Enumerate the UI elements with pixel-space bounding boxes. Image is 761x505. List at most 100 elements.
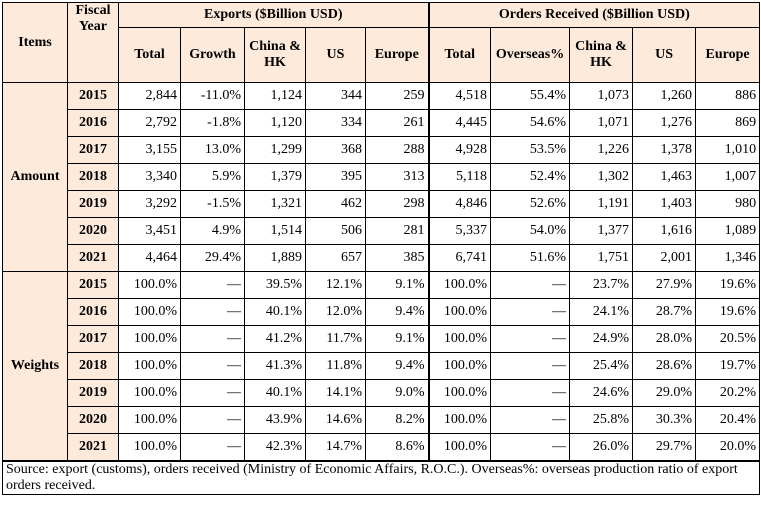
data-cell: 100.0% bbox=[427, 433, 492, 462]
data-cell: 100.0% bbox=[427, 298, 492, 326]
data-cell: 5,118 bbox=[427, 163, 492, 191]
data-cell: 1,124 bbox=[244, 82, 306, 110]
data-cell: 5.9% bbox=[180, 163, 245, 191]
data-cell: 1,377 bbox=[569, 217, 634, 245]
exports-orders-table: Items Fiscal Year Exports ($Billion USD)… bbox=[1, 2, 761, 495]
table-row: 2018 3,340 5.9% 1,379 395 313 5,118 52.4% 1,302 1… bbox=[3, 163, 761, 191]
data-cell: 9.1% bbox=[364, 325, 430, 353]
export-col-header: China & HK bbox=[244, 27, 306, 83]
data-cell: 980 bbox=[695, 190, 761, 218]
fiscal-year-cell: 2021 bbox=[67, 244, 119, 272]
data-cell: 29.7% bbox=[632, 433, 697, 462]
data-cell: 4,928 bbox=[427, 136, 492, 164]
data-cell: 506 bbox=[305, 217, 366, 245]
data-cell: 19.6% bbox=[695, 298, 761, 326]
data-cell: 9.4% bbox=[364, 298, 430, 326]
data-cell: 5,337 bbox=[427, 217, 492, 245]
data-cell: 1,073 bbox=[569, 82, 634, 110]
fiscal-year-cell: 2015 bbox=[67, 271, 119, 299]
data-cell: 24.9% bbox=[569, 325, 634, 353]
data-cell: 1,751 bbox=[569, 244, 634, 272]
data-cell: 1,276 bbox=[632, 109, 697, 137]
table-row: 2016 100.0% —40.1% 12.0% 9.4% 100.0% —24.1% 28.… bbox=[3, 298, 761, 326]
fiscal-year-cell: 2020 bbox=[67, 217, 119, 245]
data-cell: 52.6% bbox=[490, 190, 571, 218]
data-cell: 1,302 bbox=[569, 163, 634, 191]
table-row: 2020 100.0% —43.9% 14.6% 8.2% 100.0% —25.8% 30.… bbox=[3, 406, 761, 434]
section-label: Amount bbox=[2, 82, 68, 272]
fiscal-year-header: Fiscal Year bbox=[67, 2, 119, 83]
data-cell: 100.0% bbox=[427, 379, 492, 407]
data-cell: 100.0% bbox=[427, 325, 492, 353]
table-row: Weights 2015 100.0% —39.5% 12.1% 9.1% 100.0% —2… bbox=[2, 271, 761, 462]
data-cell: 28.7% bbox=[632, 298, 697, 326]
export-col-header: Total bbox=[118, 27, 181, 83]
data-cell: 100.0% bbox=[427, 352, 492, 380]
data-cell: 23.7% bbox=[569, 271, 634, 299]
data-cell: 100.0% bbox=[427, 271, 492, 299]
data-cell: 259 bbox=[364, 82, 430, 110]
order-col-header: Total bbox=[427, 27, 492, 83]
order-col-header: Overseas% bbox=[490, 27, 571, 83]
data-cell: 24.6% bbox=[569, 379, 634, 407]
data-cell: 25.8% bbox=[569, 406, 634, 434]
data-cell: 9.1% bbox=[364, 271, 430, 299]
data-cell: 3,292 bbox=[118, 190, 181, 218]
data-cell: 28.0% bbox=[632, 325, 697, 353]
data-cell: 395 bbox=[305, 163, 366, 191]
items-header: Items bbox=[2, 2, 68, 83]
data-cell: 12.0% bbox=[305, 298, 366, 326]
data-cell: 3,451 bbox=[118, 217, 181, 245]
data-cell: 100.0% bbox=[118, 352, 181, 380]
data-cell: 1,007 bbox=[695, 163, 761, 191]
data-cell: 54.6% bbox=[490, 109, 571, 137]
data-cell: 20.5% bbox=[695, 325, 761, 353]
data-cell: -1.8% bbox=[180, 109, 245, 137]
data-cell: 12.1% bbox=[305, 271, 366, 299]
data-cell: 24.1% bbox=[569, 298, 634, 326]
data-cell: 1,346 bbox=[695, 244, 761, 272]
data-cell: 100.0% bbox=[118, 298, 181, 326]
fiscal-year-cell: 2021 bbox=[67, 433, 119, 462]
data-cell: 20.4% bbox=[695, 406, 761, 434]
data-cell: 281 bbox=[364, 217, 430, 245]
source-row: Source: export (customs), orders receive… bbox=[1, 460, 761, 495]
data-cell: — bbox=[490, 325, 571, 353]
export-col-header: Europe bbox=[364, 27, 430, 83]
data-cell: 261 bbox=[364, 109, 430, 137]
header-row-groups: Items Fiscal Year Exports ($Billion USD)… bbox=[2, 2, 761, 83]
data-cell: 462 bbox=[305, 190, 366, 218]
data-cell: — bbox=[490, 433, 571, 462]
data-cell: 55.4% bbox=[490, 82, 571, 110]
data-cell: — bbox=[490, 271, 571, 299]
data-cell: 313 bbox=[364, 163, 430, 191]
data-cell: — bbox=[490, 298, 571, 326]
data-cell: — bbox=[490, 379, 571, 407]
order-col-header: Europe bbox=[695, 27, 761, 83]
table-row: 2016 2,792 -1.8% 1,120 334 261 4,445 54.6% 1,071… bbox=[3, 109, 761, 137]
fiscal-year-cell: 2018 bbox=[67, 163, 119, 191]
data-cell: -1.5% bbox=[180, 190, 245, 218]
fiscal-year-cell: 2019 bbox=[67, 379, 119, 407]
data-cell: 14.6% bbox=[305, 406, 366, 434]
data-cell: 52.4% bbox=[490, 163, 571, 191]
data-cell: 1,463 bbox=[632, 163, 697, 191]
data-cell: — bbox=[490, 352, 571, 380]
data-cell: 1,260 bbox=[632, 82, 697, 110]
data-cell: 4,846 bbox=[427, 190, 492, 218]
data-cell: 8.2% bbox=[364, 406, 430, 434]
data-cell: — bbox=[180, 379, 245, 407]
order-col-header: US bbox=[632, 27, 697, 83]
fiscal-year-cell: 2017 bbox=[67, 136, 119, 164]
data-cell: 29.4% bbox=[180, 244, 245, 272]
data-cell: 8.6% bbox=[364, 433, 430, 462]
data-cell: 28.6% bbox=[632, 352, 697, 380]
data-cell: — bbox=[490, 406, 571, 434]
data-cell: 2,001 bbox=[632, 244, 697, 272]
fiscal-year-cell: 2020 bbox=[67, 406, 119, 434]
data-cell: 19.7% bbox=[695, 352, 761, 380]
data-cell: 40.1% bbox=[244, 379, 306, 407]
data-cell: 39.5% bbox=[244, 271, 306, 299]
table-row: Amount 2015 2,844 -11.0% 1,124 344 259 4,518 55.… bbox=[2, 82, 761, 272]
data-cell: 1,226 bbox=[569, 136, 634, 164]
